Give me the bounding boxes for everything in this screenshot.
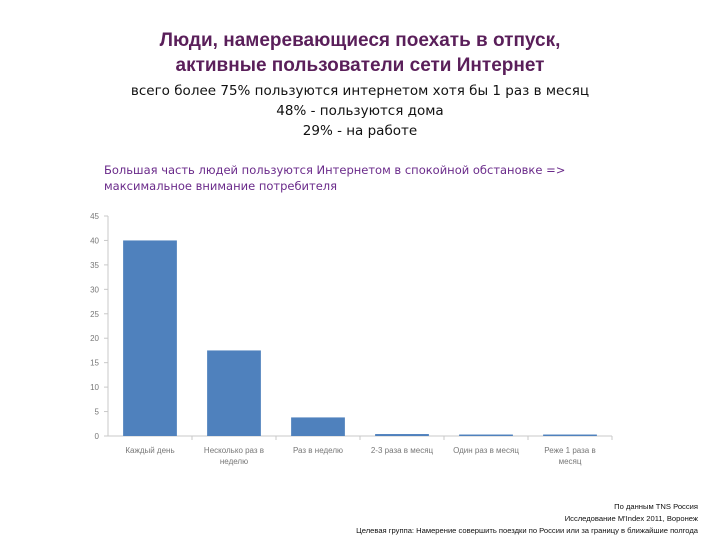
stats-line-2: 48% - пользуются дома (276, 103, 444, 119)
slide-title: Люди, намеревающиеся поехать в отпуск, а… (0, 28, 720, 78)
y-tick-label: 5 (95, 408, 100, 417)
x-tick-label: Раз в неделю (293, 446, 343, 455)
stats-block: всего более 75% пользуются интернетом хо… (0, 81, 720, 141)
x-tick-label: месяц (559, 457, 582, 466)
y-tick-label: 15 (90, 359, 99, 368)
x-tick-label: Один раз в месяц (453, 446, 519, 455)
x-tick-label: 2-3 раза в месяц (371, 446, 434, 455)
x-tick-label: неделю (220, 457, 248, 466)
x-tick-label: Каждый день (125, 446, 174, 455)
stats-line-1: всего более 75% пользуются интернетом хо… (130, 83, 590, 99)
source-footer: По данным TNS Россия Исследование M'Inde… (356, 501, 698, 537)
footer-line-1: По данным TNS Россия (614, 502, 698, 511)
bar (123, 240, 177, 436)
y-tick-label: 45 (90, 212, 99, 221)
footer-line-2: Исследование M'Index 2011, Воронеж (564, 514, 698, 523)
bar (459, 434, 513, 436)
x-tick-label: Несколько раз в (204, 446, 264, 455)
y-tick-label: 20 (90, 334, 99, 343)
y-tick-label: 25 (90, 310, 99, 319)
note-line-2: максимальное внимание потребителя (104, 179, 338, 193)
bar (291, 417, 345, 436)
x-tick-label: Реже 1 раза в (544, 446, 595, 455)
y-tick-label: 30 (90, 285, 99, 294)
bar (543, 434, 597, 436)
y-tick-label: 35 (90, 261, 99, 270)
y-tick-label: 40 (90, 236, 99, 245)
conclusion-note: Большая часть людей пользуются Интернето… (104, 162, 624, 194)
title-line-2: активные пользователи сети Интернет (175, 55, 545, 76)
y-tick-label: 10 (90, 383, 99, 392)
bar (375, 434, 429, 436)
title-line-1: Люди, намеревающиеся поехать в отпуск, (159, 30, 561, 51)
footer-line-3: Целевая группа: Намерение совершить поез… (356, 526, 698, 535)
note-line-1: Большая часть людей пользуются Интернето… (104, 163, 566, 177)
stats-line-3: 29% - на работе (302, 123, 418, 139)
y-tick-label: 0 (95, 432, 100, 441)
bar (207, 350, 261, 436)
